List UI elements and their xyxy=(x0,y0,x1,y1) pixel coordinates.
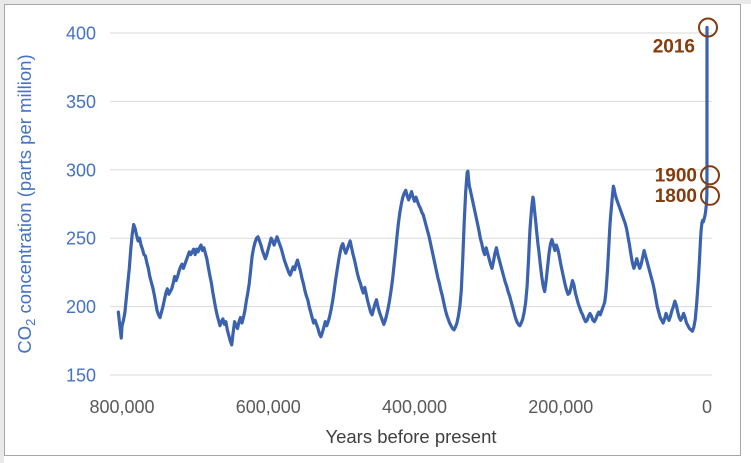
annotation-circle-2016 xyxy=(698,17,718,38)
annotation-circle-1800 xyxy=(700,185,720,206)
x-axis-tick-labels: 800,000 600,000 400,000 200,000 0 xyxy=(89,397,712,417)
x-tick-label-800: 800,000 xyxy=(89,397,154,417)
y-tick-label-150: 150 xyxy=(66,366,96,386)
outer-strip-left xyxy=(0,0,4,463)
y-tick-label-300: 300 xyxy=(66,160,96,180)
y-title-subscript: 2 xyxy=(23,319,38,326)
y-tick-label-250: 250 xyxy=(66,229,96,249)
y-axis-title: CO2 concentration (parts per million) xyxy=(14,54,38,353)
x-axis-title: Years before present xyxy=(325,426,496,447)
annotation-label-1900: 1900 xyxy=(655,165,697,186)
y-tick-label-200: 200 xyxy=(66,297,96,317)
annotation-label-1800: 1800 xyxy=(655,186,697,207)
gridlines xyxy=(110,32,712,376)
y-tick-label-350: 350 xyxy=(66,92,96,112)
y-title-main: CO xyxy=(14,326,35,354)
co2-series-line xyxy=(116,25,709,347)
x-tick-label-200: 200,000 xyxy=(528,397,593,417)
y-tick-label-400: 400 xyxy=(66,24,96,44)
annotation-label-2016: 2016 xyxy=(653,37,695,58)
chart-frame-border xyxy=(4,4,741,456)
outer-strip-top xyxy=(0,0,751,4)
x-tick-label-0: 0 xyxy=(702,397,712,417)
y-axis-tick-labels: 400 350 300 250 200 150 xyxy=(66,24,96,386)
y-title-rest: concentration (parts per million) xyxy=(14,54,35,318)
x-tick-label-400: 400,000 xyxy=(382,397,447,417)
annotation-circle-1900 xyxy=(700,165,720,186)
x-tick-label-600: 600,000 xyxy=(236,397,301,417)
